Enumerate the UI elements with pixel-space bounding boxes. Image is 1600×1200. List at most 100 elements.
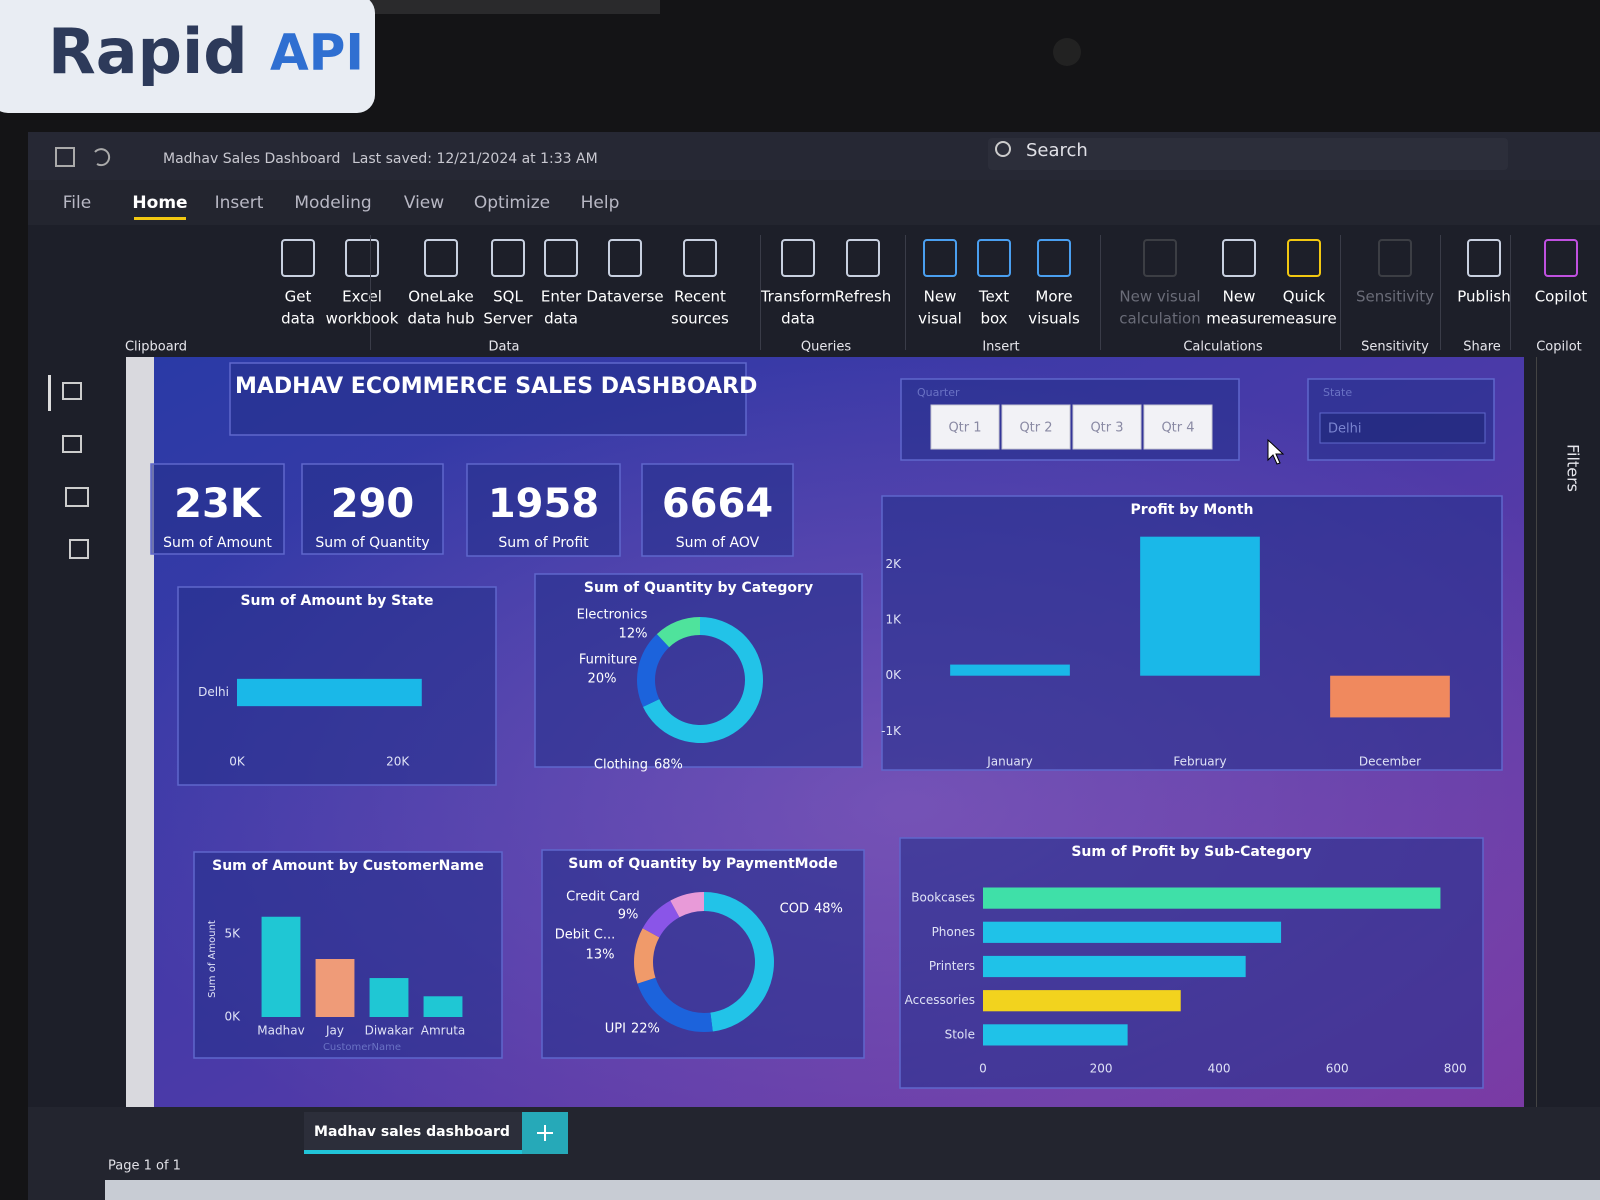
ribbon-icon[interactable] [1378, 239, 1412, 277]
nav-dax[interactable] [69, 539, 89, 559]
kpi-value: 290 [331, 481, 415, 527]
ribbon-icon[interactable] [424, 239, 458, 277]
ribbon-button-label[interactable]: data hub [407, 310, 474, 328]
menu-tab[interactable]: Help [581, 193, 620, 213]
slicer-button[interactable] [930, 404, 1000, 450]
ribbon-button-label[interactable]: visuals [1028, 310, 1080, 328]
sticker-suffix: API [270, 24, 364, 82]
menu-tab[interactable]: File [63, 193, 91, 213]
search-box[interactable] [988, 138, 1508, 170]
nav-model[interactable] [65, 487, 89, 507]
ribbon-icon[interactable] [977, 239, 1011, 277]
search-label[interactable]: Search [1026, 140, 1088, 161]
slice-label: Clothing [594, 758, 648, 773]
ribbon-button-label[interactable]: New visual [1119, 288, 1200, 306]
filters-pane [1524, 357, 1600, 1107]
ribbon-icon[interactable] [683, 239, 717, 277]
chart-panel [193, 851, 503, 1059]
ribbon-button-label[interactable]: More [1035, 288, 1072, 306]
ribbon-button-label[interactable]: data [544, 310, 578, 328]
x-tick-label: 400 [1208, 1062, 1231, 1076]
ribbon-button-label[interactable]: sources [671, 310, 729, 328]
y-axis-title: Sum of Amount [207, 920, 218, 998]
ribbon-icon[interactable] [923, 239, 957, 277]
ribbon-button-label[interactable]: measure [1206, 310, 1271, 328]
ribbon-button-label[interactable]: box [980, 310, 1007, 328]
slicer-option[interactable]: Qtr 1 [948, 421, 981, 436]
save-icon[interactable] [55, 147, 75, 167]
ribbon-icon[interactable] [345, 239, 379, 277]
ribbon-button-label[interactable]: Transform [760, 288, 836, 306]
ribbon-icon[interactable] [1467, 239, 1501, 277]
slicer-button[interactable] [1143, 404, 1213, 450]
slicer-button[interactable] [1072, 404, 1142, 450]
filters-pane-title[interactable]: Filters [1564, 444, 1583, 492]
ribbon-button-label[interactable]: SQL [493, 288, 523, 306]
cursor [1267, 438, 1285, 465]
page-tab-label[interactable]: Madhav sales dashboard [314, 1124, 510, 1140]
ribbon-button-label[interactable]: Get [285, 288, 312, 306]
bar [950, 664, 1070, 676]
ribbon-button-label[interactable]: Enter [541, 288, 582, 306]
x-tick-label: Jay [325, 1024, 344, 1038]
ribbon-button-label[interactable]: New [1223, 288, 1256, 306]
kpi-card [466, 463, 621, 557]
kpi-label: Sum of Profit [498, 535, 589, 551]
slicer-option[interactable]: Qtr 4 [1161, 421, 1194, 436]
ribbon-icon[interactable] [1287, 239, 1321, 277]
x-tick-label: 800 [1444, 1062, 1467, 1076]
ribbon-button-label[interactable]: Server [483, 310, 533, 328]
ribbon-button-label[interactable]: Publish [1457, 288, 1510, 306]
ribbon-icon[interactable] [846, 239, 880, 277]
ribbon-button-label[interactable]: workbook [326, 310, 399, 328]
undo-icon[interactable] [94, 148, 111, 167]
menu-tab[interactable]: Insert [215, 193, 264, 213]
ribbon-icon[interactable] [1037, 239, 1071, 277]
slice-label: UPI [605, 1022, 626, 1037]
slicer-dropdown[interactable] [1319, 412, 1486, 444]
ribbon-button-label[interactable]: New [924, 288, 957, 306]
ribbon-icon[interactable] [608, 239, 642, 277]
menu-tab[interactable]: Modeling [294, 193, 371, 213]
ribbon-button-label[interactable]: visual [918, 310, 962, 328]
ribbon-icon[interactable] [544, 239, 578, 277]
ribbon-button-label[interactable]: calculation [1119, 310, 1200, 328]
menu-tab[interactable]: Optimize [474, 193, 550, 213]
ribbon-icon[interactable] [1222, 239, 1256, 277]
ribbon-button-label[interactable]: OneLake [408, 288, 473, 306]
ribbon-separator [1340, 235, 1341, 350]
ribbon-button-label[interactable]: Excel [342, 288, 382, 306]
ribbon-icon[interactable] [781, 239, 815, 277]
page-tab[interactable] [304, 1112, 522, 1154]
dashboard-title: MADHAV ECOMMERCE SALES DASHBOARD [235, 374, 757, 399]
ribbon-button-label[interactable]: Dataverse [586, 288, 663, 306]
donut-slice [656, 617, 700, 648]
ribbon-icon[interactable] [281, 239, 315, 277]
kpi-label: Sum of AOV [676, 535, 760, 551]
ribbon-button-label[interactable]: data [781, 310, 815, 328]
slice-value-label: 12% [619, 627, 648, 642]
bar [983, 1024, 1128, 1046]
ribbon-button-label[interactable]: measure [1271, 310, 1336, 328]
menu-tab[interactable]: Home [132, 193, 187, 213]
ribbon-button-label[interactable]: Copilot [1535, 288, 1588, 306]
ribbon-icon[interactable] [1143, 239, 1177, 277]
slicer-button[interactable] [1001, 404, 1071, 450]
ribbon-icon[interactable] [1544, 239, 1578, 277]
bar [983, 955, 1246, 978]
nav-table[interactable] [62, 435, 82, 453]
slicer-option[interactable]: Qtr 3 [1090, 421, 1123, 436]
ribbon-button-label[interactable]: Text [978, 288, 1009, 306]
ribbon-button-label[interactable]: Quick [1283, 288, 1326, 306]
ribbon-button-label[interactable]: Sensitivity [1356, 288, 1434, 306]
nav-report[interactable] [62, 382, 82, 400]
ribbon-icon[interactable] [491, 239, 525, 277]
left-nav [28, 357, 126, 1107]
menu-tab[interactable]: View [404, 193, 444, 213]
ribbon-button-label[interactable]: Refresh [835, 288, 892, 306]
slicer-selected[interactable]: Delhi [1328, 422, 1361, 437]
ribbon-button-label[interactable]: Recent [674, 288, 726, 306]
x-tick-label: 20K [386, 755, 410, 769]
ribbon-button-label[interactable]: data [281, 310, 315, 328]
slicer-option[interactable]: Qtr 2 [1019, 421, 1052, 436]
